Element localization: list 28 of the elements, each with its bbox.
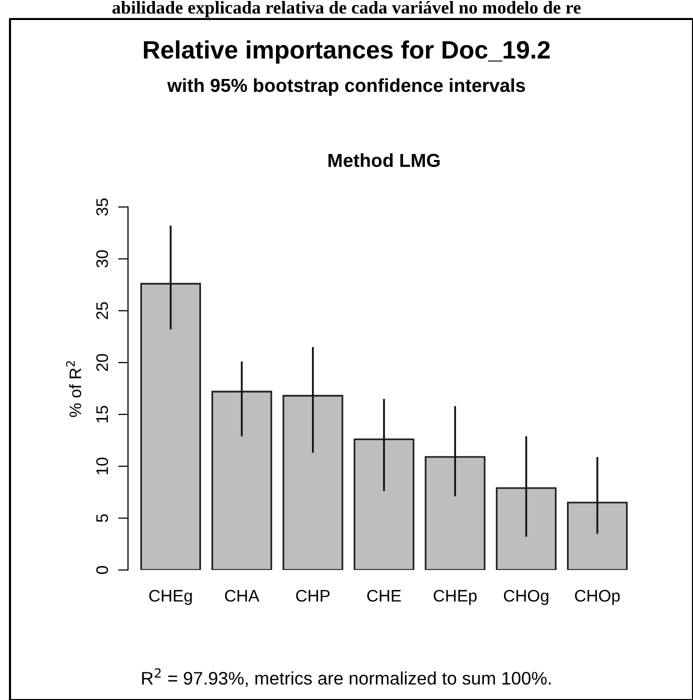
text: R$^{2}$ = 97.93%, metrics are normalized to sum 100%. <box>142 668 551 687</box>
x-tick-label: CHP <box>296 590 330 602</box>
x-tick-label: CHA <box>225 590 260 602</box>
y-tick-label: 30 <box>96 250 108 268</box>
bar <box>354 438 414 570</box>
bar <box>496 487 557 570</box>
x-tick-label: CHE <box>367 590 401 602</box>
x-tick-label: CHEp <box>434 590 477 605</box>
bar <box>140 282 202 570</box>
chart-title: Relative importances for Doc_19.2 <box>144 40 550 64</box>
y-tick-label: 10 <box>96 458 108 474</box>
bar <box>424 456 486 570</box>
bar <box>211 390 272 570</box>
y-tick-label: 25 <box>96 302 108 320</box>
bar <box>282 394 344 570</box>
x-axis-title: Method LMG <box>328 153 440 168</box>
y-tick-label: 35 <box>96 198 108 216</box>
y-tick-label: 20 <box>96 354 108 371</box>
y-tick-label: 0 <box>96 566 108 574</box>
y-tick-label: 15 <box>96 406 108 422</box>
y-axis-title: % of R$^{2}$ <box>66 361 82 417</box>
y-tick-label: 5 <box>96 514 108 522</box>
x-tick-label: CHOg <box>504 590 548 605</box>
text: abilidade explicada relativa de cada variável no modelo de re <box>112 1 581 18</box>
chart-subtitle: with 95% bootstrap confidence intervals <box>167 78 525 96</box>
x-tick-label: CHEg <box>149 590 192 605</box>
x-tick-label: CHOp <box>575 590 620 605</box>
bar <box>566 502 628 570</box>
